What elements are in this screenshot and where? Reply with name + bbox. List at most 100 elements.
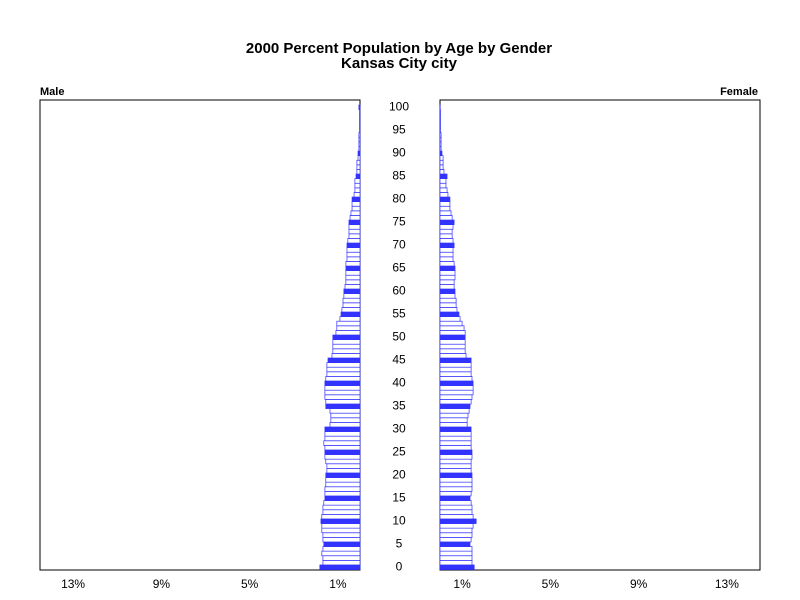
male-panel	[39, 99, 361, 571]
bar	[324, 380, 361, 386]
bar	[357, 155, 361, 161]
bar	[439, 233, 453, 239]
bar	[346, 256, 361, 262]
bar	[346, 251, 361, 258]
bar	[319, 564, 361, 570]
bar	[439, 159, 444, 166]
bar	[439, 215, 453, 221]
bar	[439, 399, 472, 405]
bar	[348, 228, 361, 235]
bar	[330, 412, 361, 419]
panel-label: Male	[40, 86, 64, 98]
bar	[439, 422, 468, 428]
bar	[340, 311, 361, 317]
bar	[439, 514, 474, 520]
bar	[439, 491, 472, 497]
bar	[439, 311, 460, 317]
bar	[358, 146, 361, 152]
bar	[345, 265, 361, 271]
bar	[342, 302, 361, 308]
bar	[358, 132, 361, 138]
bar	[324, 431, 361, 437]
bar	[439, 205, 451, 212]
bar	[439, 541, 471, 547]
bar	[439, 366, 472, 373]
bar	[439, 201, 451, 207]
bar	[324, 435, 361, 442]
y-tick-label: 15	[392, 490, 406, 504]
bar	[439, 468, 472, 474]
bar	[439, 242, 455, 248]
bar	[336, 325, 361, 331]
bar	[324, 385, 361, 391]
bar	[320, 518, 361, 524]
bar	[439, 550, 473, 557]
bar	[327, 357, 361, 363]
bar	[322, 509, 361, 515]
bar	[439, 192, 449, 198]
x-tick-label: 5%	[542, 577, 560, 591]
bar	[439, 196, 451, 202]
bar	[439, 481, 473, 488]
bar	[321, 527, 361, 534]
y-tick-label: 70	[392, 237, 406, 251]
bar	[342, 297, 361, 304]
bar	[439, 132, 442, 138]
bar	[439, 265, 456, 271]
y-tick-label: 20	[392, 467, 406, 481]
bar	[439, 500, 472, 506]
bar	[348, 219, 361, 225]
bar	[439, 417, 468, 423]
bar	[345, 274, 361, 281]
bar	[322, 532, 361, 538]
bar	[322, 536, 361, 543]
bar	[325, 399, 361, 405]
bar	[324, 495, 361, 501]
bar	[351, 201, 361, 207]
x-tick-label: 9%	[630, 577, 648, 591]
bar	[439, 330, 466, 336]
bar	[439, 274, 456, 281]
x-tick-label: 9%	[153, 577, 171, 591]
bar	[439, 559, 473, 566]
bar	[346, 242, 361, 248]
y-tick-label: 85	[392, 169, 406, 183]
bar	[325, 376, 361, 382]
bar	[439, 325, 465, 331]
bar	[439, 412, 469, 419]
bar	[345, 261, 361, 267]
bar	[349, 215, 361, 221]
bar	[322, 555, 361, 561]
bar	[439, 288, 456, 294]
bar	[439, 293, 456, 299]
bar	[439, 251, 454, 258]
bar	[439, 357, 472, 363]
bar	[439, 353, 467, 359]
bar	[354, 178, 361, 184]
bar	[439, 270, 456, 276]
bar	[325, 472, 361, 478]
bar	[324, 491, 361, 497]
bar	[354, 187, 361, 193]
bar	[439, 394, 473, 400]
y-tick-label: 50	[392, 329, 406, 343]
chart-title: 2000 Percent Population by Age by Gender	[246, 40, 552, 57]
bar	[439, 284, 455, 290]
y-tick-label: 0	[396, 559, 403, 573]
bar	[332, 334, 361, 340]
bar	[439, 182, 447, 189]
bar	[356, 164, 361, 170]
bar	[326, 468, 361, 474]
bar	[332, 348, 361, 354]
bar	[332, 343, 361, 350]
bar	[358, 141, 361, 147]
bar	[439, 228, 453, 235]
bar	[345, 279, 361, 285]
bar	[439, 146, 442, 152]
bar	[439, 463, 472, 469]
bar	[439, 339, 466, 345]
bar	[439, 458, 472, 465]
bar	[351, 196, 361, 202]
bar	[348, 224, 361, 230]
